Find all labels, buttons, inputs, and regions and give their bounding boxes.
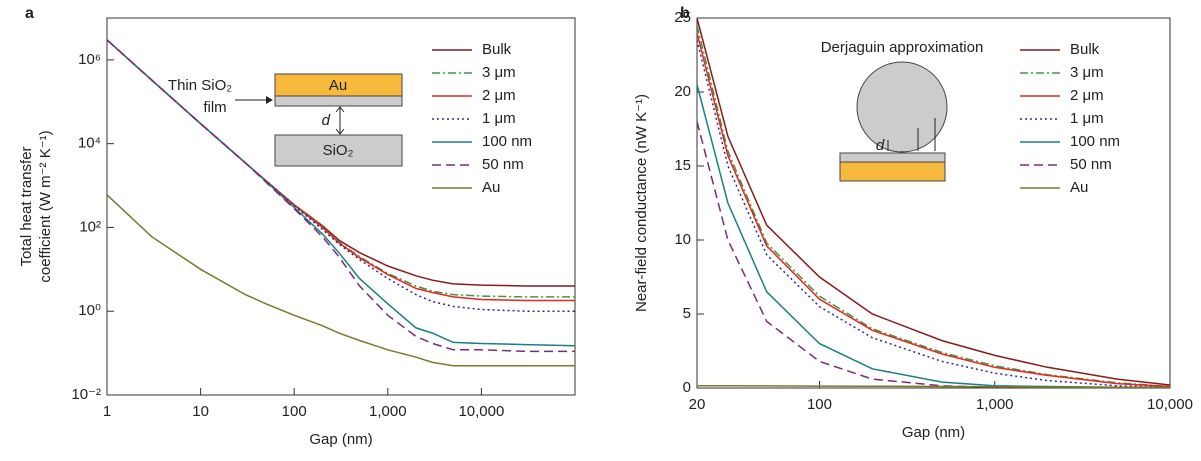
plot-area — [697, 18, 1170, 388]
x-axis-label: Gap (nm) — [309, 431, 372, 448]
y-tick-label: 10⁰ — [78, 302, 101, 319]
legend-label: 2 μm — [482, 87, 516, 104]
panel-label: b — [680, 5, 690, 22]
legend-label: Au — [482, 179, 500, 196]
x-tick-label: 1,000 — [976, 396, 1014, 413]
y-tick-label: 15 — [674, 157, 691, 174]
y-tick-label: 10⁴ — [78, 135, 101, 152]
x-tick-label: 1 — [103, 403, 111, 420]
legend-label: 2 μm — [1070, 87, 1104, 104]
x-tick-label: 100 — [807, 396, 832, 413]
y-tick-label: 20 — [674, 83, 691, 100]
y-tick-label: 10⁶ — [78, 51, 101, 68]
arrow-heads — [335, 106, 345, 135]
substrate — [274, 134, 403, 167]
series-line — [697, 32, 1170, 388]
gap-arrows — [887, 118, 936, 152]
x-tick-label: 10 — [192, 403, 209, 420]
inset-text: d — [322, 112, 331, 129]
series-line — [697, 121, 1170, 388]
legend-label: Bulk — [482, 41, 512, 58]
gold-layer — [839, 161, 946, 182]
inset-b: Derjaguin approximation d — [821, 39, 984, 182]
x-tick-label: 20 — [689, 396, 706, 413]
y-axis-label: coefficient (W m⁻² K⁻¹) — [37, 130, 54, 282]
series-line — [697, 385, 1170, 388]
inset-text: film — [203, 99, 226, 116]
x-tick-label: 10,000 — [1147, 396, 1193, 413]
sphere — [856, 61, 948, 153]
panel-label: a — [25, 5, 34, 22]
y-tick-label: 10 — [674, 231, 691, 248]
legend-label: Au — [1070, 179, 1088, 196]
y-axis-label: Near-field conductance (nW K⁻¹) — [633, 94, 650, 312]
inset-text: Thin SiO₂ — [168, 77, 232, 94]
legend-label: 3 μm — [482, 64, 516, 81]
inset-title: Derjaguin approximation — [821, 39, 984, 56]
pointer-head — [266, 96, 273, 104]
y-tick-label: 10² — [79, 218, 101, 235]
x-tick-label: 1,000 — [369, 403, 407, 420]
y-tick-label: 10⁻² — [71, 386, 101, 403]
inset-text: Au — [329, 77, 347, 94]
x-axis-label: Gap (nm) — [902, 424, 965, 441]
legend-label: 100 nm — [1070, 133, 1120, 150]
film-layer — [274, 95, 403, 107]
legend-label: 100 nm — [482, 133, 532, 150]
y-tick-label: 5 — [683, 305, 691, 322]
series-line — [107, 39, 575, 353]
film-layer — [839, 152, 946, 163]
inset-a: Au Thin SiO₂ film d SiO₂ — [168, 73, 403, 167]
inset-text: d — [876, 137, 885, 154]
legend-label: 3 μm — [1070, 64, 1104, 81]
series-line — [697, 18, 1170, 386]
y-tick-label: 0 — [683, 379, 691, 396]
plot-area — [107, 39, 575, 367]
series-line — [107, 194, 575, 367]
y-tick-label: 25 — [674, 9, 691, 26]
x-tick-label: 10,000 — [458, 403, 504, 420]
legend-label: Bulk — [1070, 41, 1100, 58]
inset-text: SiO₂ — [323, 142, 354, 159]
legend-label: 50 nm — [482, 156, 524, 173]
legend-label: 50 nm — [1070, 156, 1112, 173]
y-axis-label: Total heat transfer — [18, 146, 35, 266]
plot-frame — [696, 17, 1171, 389]
legend-label: 1 μm — [482, 110, 516, 127]
plot-frame — [106, 17, 576, 396]
legend-label: 1 μm — [1070, 110, 1104, 127]
x-tick-label: 100 — [282, 403, 307, 420]
